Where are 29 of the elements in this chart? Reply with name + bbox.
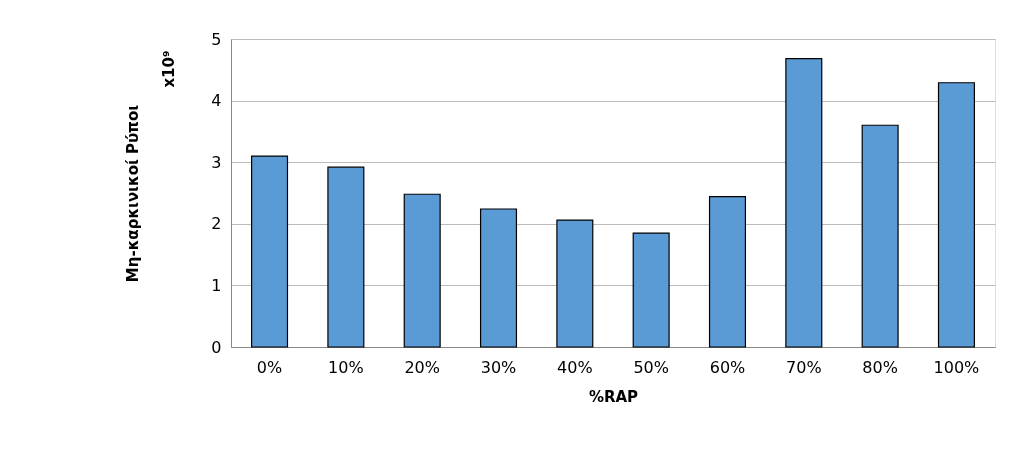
bar (251, 155, 289, 348)
bar (556, 219, 594, 348)
bar (861, 124, 899, 348)
x-tick-label: 100% (933, 357, 980, 377)
y-tick-label: 2 (211, 214, 222, 234)
x-tick-label: 20% (404, 357, 440, 377)
x-tick-label: 10% (328, 357, 364, 377)
y-tick-label: 3 (211, 152, 222, 172)
x-tick-label: 0% (256, 357, 283, 377)
x-tick-label: 30% (480, 357, 517, 377)
x-tick-label: 60% (709, 357, 746, 377)
y-tick-label: 4 (211, 91, 222, 111)
y-tick-label: 0 (211, 337, 222, 357)
bar (327, 166, 365, 348)
y-tick-label: 5 (211, 29, 222, 49)
bar (708, 196, 747, 348)
bar (785, 58, 823, 348)
y-axis-title: Μη-καρκινικοί Ρύποι (124, 104, 143, 283)
x-tick-label: 80% (862, 357, 898, 377)
bar (632, 232, 670, 348)
y-tick-label: 1 (211, 275, 222, 295)
x-tick-label: 40% (557, 357, 593, 377)
bar (479, 208, 518, 348)
bar (403, 193, 441, 348)
text: x10⁹ (160, 50, 178, 88)
x-axis-title: %RAP (588, 387, 639, 406)
x-tick-label: 50% (633, 357, 669, 377)
bar (937, 82, 975, 348)
x-tick-label: 70% (786, 357, 822, 377)
